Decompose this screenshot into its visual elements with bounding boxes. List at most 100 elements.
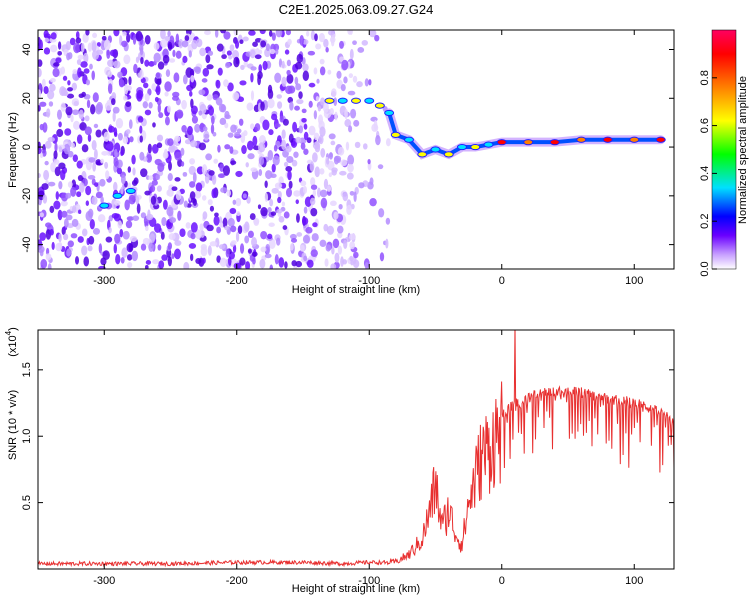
- noise-speckle: [139, 47, 144, 56]
- noise-speckle: [44, 37, 50, 43]
- noise-speckle: [65, 214, 73, 221]
- noise-speckle: [310, 177, 316, 187]
- snr-marks: [38, 330, 674, 568]
- noise-speckle: [71, 218, 79, 227]
- noise-speckle: [107, 59, 114, 68]
- noise-speckle: [334, 111, 338, 121]
- noise-speckle: [156, 134, 164, 142]
- noise-speckle: [49, 78, 56, 83]
- noise-speckle: [308, 82, 316, 88]
- noise-speckle: [362, 143, 368, 150]
- noise-speckle: [70, 233, 78, 239]
- noise-speckle: [161, 254, 168, 261]
- noise-speckle: [165, 69, 171, 78]
- noise-speckle: [150, 195, 157, 205]
- noise-speckle: [154, 223, 162, 233]
- noise-speckle: [145, 225, 149, 232]
- noise-speckle: [194, 123, 201, 133]
- noise-speckle: [199, 47, 207, 57]
- noise-speckle: [150, 185, 156, 193]
- noise-speckle: [271, 163, 276, 173]
- noise-speckle: [78, 93, 85, 99]
- noise-speckle: [276, 94, 282, 99]
- noise-speckle: [328, 172, 333, 178]
- noise-speckle: [127, 166, 132, 173]
- noise-speckle: [329, 200, 337, 207]
- noise-speckle: [117, 132, 123, 141]
- noise-speckle: [60, 102, 66, 112]
- noise-speckle: [265, 170, 273, 180]
- noise-speckle: [183, 200, 188, 208]
- noise-speckle: [109, 49, 117, 57]
- noise-speckle: [353, 191, 357, 203]
- noise-speckle: [171, 253, 175, 260]
- ridge-point: [364, 97, 375, 104]
- noise-speckle: [153, 42, 160, 50]
- noise-speckle: [181, 40, 189, 48]
- noise-speckle: [213, 158, 219, 164]
- noise-speckle: [310, 249, 318, 257]
- noise-speckle: [348, 125, 353, 133]
- noise-speckle: [356, 81, 363, 88]
- noise-speckle: [120, 256, 125, 264]
- noise-speckle: [310, 184, 318, 190]
- noise-speckle: [175, 190, 182, 201]
- noise-speckle: [294, 105, 300, 111]
- noise-speckle: [244, 235, 250, 244]
- noise-speckle: [344, 119, 352, 128]
- noise-speckle: [137, 116, 144, 123]
- noise-speckle: [58, 180, 63, 190]
- noise-speckle: [350, 108, 357, 119]
- y-tick-label: 1.0: [21, 429, 33, 444]
- noise-speckle: [152, 259, 160, 265]
- noise-speckle: [385, 238, 389, 249]
- noise-speckle: [323, 178, 329, 190]
- noise-speckle: [227, 217, 235, 227]
- noise-speckle: [271, 32, 276, 41]
- snr-unit-label: (x104): [4, 327, 19, 357]
- noise-speckle: [302, 185, 308, 194]
- noise-speckle: [287, 85, 296, 94]
- noise-speckle: [173, 72, 180, 83]
- noise-speckle: [202, 195, 207, 201]
- noise-speckle: [258, 64, 263, 73]
- noise-speckle: [180, 147, 185, 156]
- noise-speckle: [316, 78, 320, 84]
- noise-speckle: [250, 167, 258, 173]
- noise-speckle: [202, 257, 206, 264]
- noise-speckle: [107, 83, 113, 94]
- noise-speckle: [71, 179, 77, 189]
- noise-speckle: [118, 79, 125, 88]
- noise-speckle: [86, 99, 91, 109]
- noise-speckle: [235, 170, 243, 178]
- noise-speckle: [39, 232, 47, 241]
- noise-speckle: [121, 247, 128, 258]
- noise-speckle: [162, 54, 170, 64]
- noise-speckle: [47, 181, 56, 187]
- noise-speckle: [125, 129, 131, 135]
- svg-text:(x104): (x104): [4, 327, 19, 357]
- noise-speckle: [264, 253, 272, 259]
- noise-speckle: [187, 125, 193, 136]
- noise-speckle: [207, 50, 214, 56]
- noise-speckle: [274, 48, 279, 55]
- noise-speckle: [369, 177, 374, 186]
- noise-speckle: [131, 179, 138, 186]
- noise-speckle: [200, 246, 208, 257]
- noise-speckle: [345, 141, 350, 151]
- noise-speckle: [100, 196, 104, 204]
- noise-speckle: [347, 154, 355, 166]
- noise-speckle: [190, 98, 194, 109]
- noise-speckle: [364, 262, 369, 269]
- noise-speckle: [319, 168, 325, 175]
- noise-speckle: [229, 44, 235, 52]
- noise-speckle: [303, 123, 308, 130]
- noise-speckle: [92, 32, 98, 39]
- noise-speckle: [300, 244, 305, 252]
- noise-speckle: [156, 142, 163, 149]
- noise-speckle: [189, 191, 196, 200]
- noise-speckle: [126, 242, 134, 253]
- noise-speckle: [286, 73, 294, 84]
- noise-speckle: [304, 196, 312, 208]
